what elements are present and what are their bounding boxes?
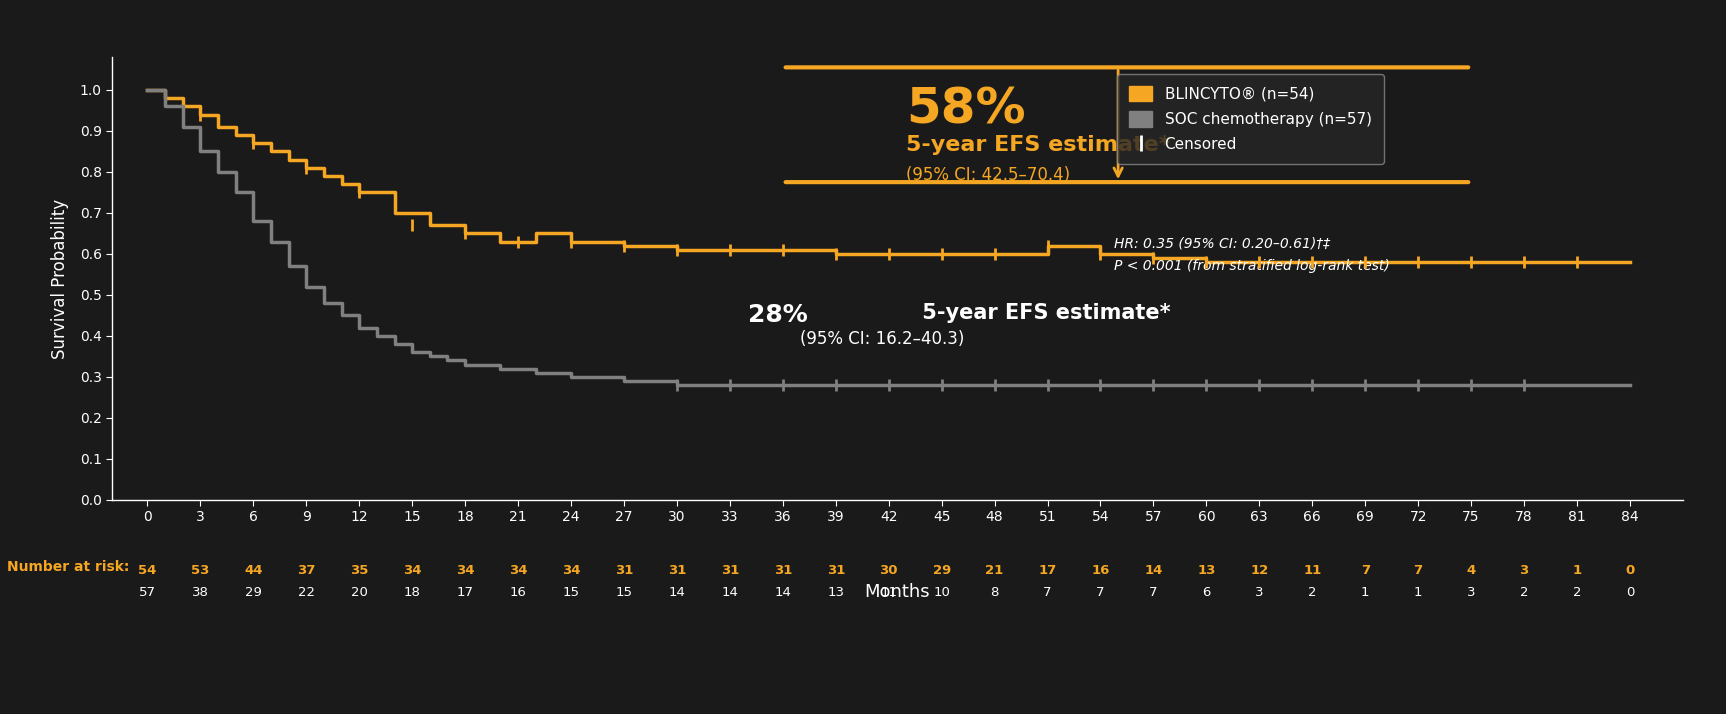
- Text: 15: 15: [616, 586, 632, 599]
- Text: 7: 7: [1150, 586, 1158, 599]
- Text: 4: 4: [1467, 564, 1476, 577]
- Text: 31: 31: [827, 564, 846, 577]
- Text: 14: 14: [775, 586, 791, 599]
- Text: 35: 35: [350, 564, 368, 577]
- Text: 14: 14: [721, 586, 739, 599]
- Text: 17: 17: [457, 586, 473, 599]
- Text: 8: 8: [991, 586, 999, 599]
- Legend: BLINCYTO® (n=54), SOC chemotherapy (n=57), Censored: BLINCYTO® (n=54), SOC chemotherapy (n=57…: [1117, 74, 1384, 164]
- Text: 11: 11: [1303, 564, 1322, 577]
- Text: 2: 2: [1572, 586, 1581, 599]
- Text: 7: 7: [1096, 586, 1105, 599]
- Text: 34: 34: [561, 564, 580, 577]
- Y-axis label: Survival Probability: Survival Probability: [50, 198, 69, 358]
- Text: HR: 0.35 (95% CI: 0.20–0.61)†‡: HR: 0.35 (95% CI: 0.20–0.61)†‡: [1115, 236, 1331, 251]
- Text: 0: 0: [1626, 586, 1635, 599]
- Text: 7: 7: [1360, 564, 1370, 577]
- Text: 2: 2: [1308, 586, 1317, 599]
- Text: 6: 6: [1203, 586, 1210, 599]
- Text: 29: 29: [245, 586, 262, 599]
- Text: 29: 29: [932, 564, 951, 577]
- Text: 16: 16: [509, 586, 526, 599]
- Text: 3: 3: [1467, 586, 1476, 599]
- Text: 3: 3: [1255, 586, 1263, 599]
- Text: 31: 31: [668, 564, 687, 577]
- Text: 15: 15: [563, 586, 580, 599]
- Text: 7: 7: [1043, 586, 1051, 599]
- Text: 58%: 58%: [906, 86, 1025, 134]
- Text: 31: 31: [721, 564, 739, 577]
- Text: 34: 34: [456, 564, 475, 577]
- Text: 38: 38: [192, 586, 209, 599]
- Text: 5-year EFS estimate*: 5-year EFS estimate*: [906, 135, 1170, 155]
- Text: 34: 34: [509, 564, 528, 577]
- Text: 30: 30: [880, 564, 898, 577]
- Text: P < 0.001 (from stratified log-rank test): P < 0.001 (from stratified log-rank test…: [1115, 258, 1389, 273]
- Text: 1: 1: [1414, 586, 1422, 599]
- Text: 37: 37: [297, 564, 316, 577]
- Text: 10: 10: [934, 586, 949, 599]
- Text: (95% CI: 16.2–40.3): (95% CI: 16.2–40.3): [801, 330, 965, 348]
- Text: 57: 57: [140, 586, 155, 599]
- Text: 54: 54: [138, 564, 157, 577]
- Text: 1: 1: [1572, 564, 1581, 577]
- Text: 3: 3: [1519, 564, 1529, 577]
- Text: 11: 11: [880, 586, 898, 599]
- Text: 2: 2: [1521, 586, 1528, 599]
- Text: 14: 14: [1144, 564, 1163, 577]
- Text: 21: 21: [986, 564, 1005, 577]
- Text: 0: 0: [1626, 564, 1635, 577]
- Text: 14: 14: [668, 586, 685, 599]
- X-axis label: Months: Months: [865, 583, 930, 600]
- Text: Number at risk:: Number at risk:: [7, 560, 129, 573]
- Text: 31: 31: [614, 564, 633, 577]
- Text: 31: 31: [773, 564, 792, 577]
- Text: 7: 7: [1414, 564, 1422, 577]
- Text: 18: 18: [404, 586, 421, 599]
- Text: 22: 22: [299, 586, 314, 599]
- Text: 13: 13: [827, 586, 844, 599]
- Text: 28%: 28%: [747, 303, 808, 327]
- Text: (95% CI: 42.5–70.4): (95% CI: 42.5–70.4): [906, 166, 1070, 183]
- Text: 16: 16: [1091, 564, 1110, 577]
- Text: 12: 12: [1250, 564, 1269, 577]
- Text: 34: 34: [402, 564, 421, 577]
- Text: 20: 20: [350, 586, 368, 599]
- Text: 13: 13: [1198, 564, 1215, 577]
- Text: 17: 17: [1039, 564, 1056, 577]
- Text: 44: 44: [243, 564, 262, 577]
- Text: 1: 1: [1360, 586, 1369, 599]
- Text: 5-year EFS estimate*: 5-year EFS estimate*: [915, 303, 1170, 323]
- Text: 53: 53: [192, 564, 209, 577]
